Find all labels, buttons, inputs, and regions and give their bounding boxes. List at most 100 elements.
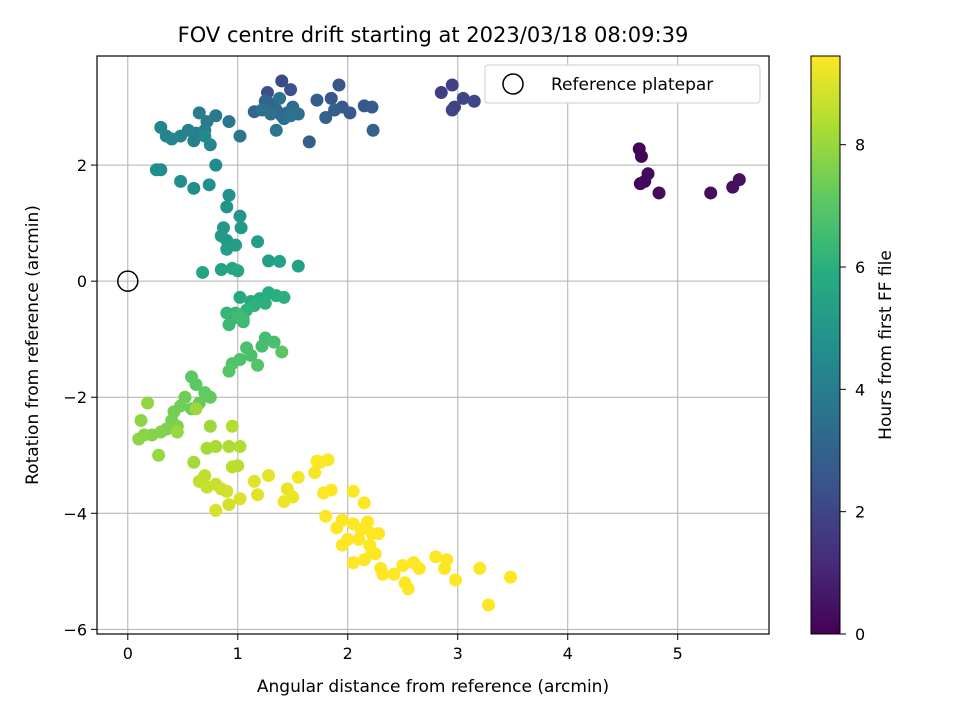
data-point bbox=[187, 455, 201, 469]
data-point bbox=[152, 448, 166, 462]
data-point bbox=[275, 345, 289, 359]
data-point bbox=[310, 93, 324, 107]
data-point bbox=[233, 440, 247, 454]
data-point bbox=[357, 496, 371, 510]
data-point bbox=[412, 561, 426, 575]
data-point bbox=[233, 290, 247, 304]
data-point bbox=[189, 377, 203, 391]
data-point bbox=[504, 570, 518, 584]
data-point bbox=[332, 78, 346, 92]
x-tick-label: 5 bbox=[673, 644, 683, 663]
legend-label: Reference platepar bbox=[551, 75, 713, 95]
data-point bbox=[275, 74, 289, 88]
chart-title: FOV centre drift starting at 2023/03/18 … bbox=[178, 23, 689, 47]
data-point bbox=[209, 158, 223, 172]
data-point bbox=[365, 100, 379, 114]
data-point bbox=[222, 115, 236, 129]
data-point bbox=[352, 532, 366, 546]
data-point bbox=[262, 469, 276, 483]
reference-platepar-marker bbox=[117, 270, 139, 292]
data-point bbox=[291, 259, 305, 273]
data-point bbox=[434, 86, 448, 100]
data-point bbox=[209, 440, 223, 454]
data-point bbox=[192, 106, 206, 120]
data-point bbox=[273, 91, 287, 105]
colorbar-tick-label: 0 bbox=[855, 625, 865, 644]
data-point bbox=[187, 181, 201, 195]
plot-area bbox=[97, 56, 769, 634]
colorbar-label: Hours from first FF file bbox=[876, 250, 896, 440]
data-point bbox=[456, 91, 470, 105]
x-tick-label: 0 bbox=[123, 644, 133, 663]
data-point bbox=[335, 538, 349, 552]
colorbar-tick-label: 4 bbox=[855, 380, 865, 399]
data-point bbox=[652, 186, 666, 200]
data-point bbox=[231, 459, 245, 473]
data-point bbox=[189, 402, 203, 416]
data-point bbox=[438, 561, 452, 575]
data-point bbox=[319, 111, 333, 125]
data-point bbox=[247, 474, 261, 488]
data-point bbox=[202, 178, 216, 192]
data-point bbox=[321, 453, 335, 467]
data-point bbox=[220, 200, 234, 214]
data-point bbox=[302, 135, 316, 149]
y-tick-label: −6 bbox=[63, 620, 87, 639]
data-point bbox=[251, 488, 265, 502]
data-point bbox=[214, 263, 228, 277]
colorbar: 0 2 4 6 8 Hours from first FF file bbox=[810, 55, 896, 644]
data-point bbox=[401, 582, 415, 596]
data-point bbox=[196, 265, 210, 279]
data-point bbox=[132, 432, 146, 446]
data-point bbox=[429, 550, 443, 564]
y-tick-label: −2 bbox=[63, 388, 87, 407]
data-point bbox=[372, 527, 386, 541]
x-tick-label: 3 bbox=[453, 644, 463, 663]
data-point bbox=[328, 103, 342, 117]
data-point bbox=[255, 103, 269, 117]
data-point bbox=[220, 484, 234, 498]
data-point bbox=[366, 123, 380, 137]
data-point bbox=[732, 173, 746, 187]
data-point bbox=[704, 186, 718, 200]
data-point bbox=[396, 559, 410, 573]
colorbar-bar bbox=[810, 55, 841, 635]
x-axis-label: Angular distance from reference (arcmin) bbox=[257, 677, 609, 697]
data-point bbox=[231, 264, 245, 278]
data-point bbox=[174, 174, 188, 188]
data-point bbox=[222, 440, 236, 454]
legend-box bbox=[484, 64, 761, 104]
data-point bbox=[284, 83, 298, 97]
data-point bbox=[291, 470, 305, 484]
data-point bbox=[269, 123, 283, 137]
data-point bbox=[324, 91, 338, 105]
data-point bbox=[225, 419, 239, 433]
data-point bbox=[234, 221, 248, 235]
data-point bbox=[203, 390, 217, 404]
data-point bbox=[308, 466, 322, 480]
data-point bbox=[222, 498, 236, 512]
data-point bbox=[467, 94, 481, 108]
data-point bbox=[170, 425, 184, 439]
data-point bbox=[482, 598, 496, 612]
data-point bbox=[233, 492, 247, 506]
data-point bbox=[222, 364, 236, 378]
y-tick-label: 0 bbox=[77, 272, 87, 291]
data-point bbox=[346, 556, 360, 570]
data-point bbox=[346, 484, 360, 498]
data-point bbox=[387, 567, 401, 581]
data-point bbox=[134, 413, 148, 427]
data-point bbox=[634, 149, 648, 163]
data-point bbox=[310, 454, 324, 468]
colorbar-tick-label: 6 bbox=[855, 258, 865, 277]
legend-reference-marker bbox=[502, 73, 524, 95]
data-point bbox=[262, 254, 276, 268]
data-point bbox=[233, 209, 247, 223]
data-point bbox=[641, 167, 655, 181]
data-point bbox=[273, 254, 287, 268]
data-point bbox=[149, 163, 163, 177]
data-point bbox=[277, 290, 291, 304]
data-point bbox=[222, 318, 236, 332]
data-point bbox=[154, 120, 168, 134]
